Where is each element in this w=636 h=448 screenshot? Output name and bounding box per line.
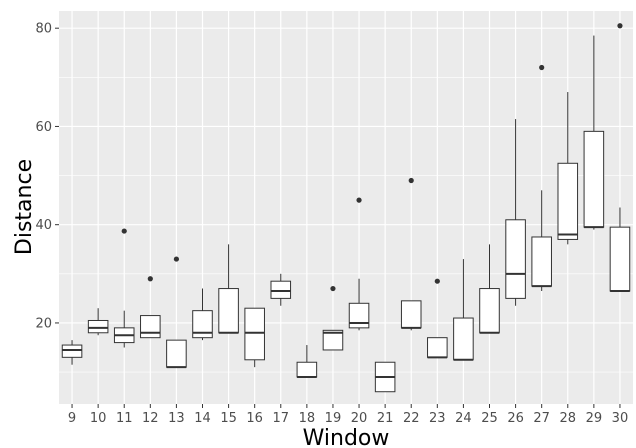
box-23 xyxy=(427,278,448,359)
x-tick-label: 26 xyxy=(507,411,524,426)
box-17 xyxy=(270,273,292,306)
box-iqr xyxy=(557,162,579,240)
box-14 xyxy=(192,288,213,341)
plot-panel xyxy=(59,11,633,404)
box-iqr xyxy=(140,315,161,339)
box-25 xyxy=(479,244,500,334)
y-tick-label: 80 xyxy=(35,22,52,37)
box-27 xyxy=(531,64,552,292)
box-11 xyxy=(113,228,135,348)
x-tick-label: 25 xyxy=(481,411,498,426)
y-tick-label: 40 xyxy=(35,218,52,233)
box-29 xyxy=(583,35,605,230)
x-tick-label: 27 xyxy=(533,411,550,426)
box-iqr xyxy=(87,319,109,334)
outlier-point xyxy=(356,197,362,203)
box-19 xyxy=(322,285,344,351)
x-tick-label: 20 xyxy=(351,411,368,426)
x-tick-label: 10 xyxy=(90,411,107,426)
outlier-point xyxy=(330,285,336,292)
outlier-point xyxy=(147,276,153,282)
outlier-point xyxy=(408,177,414,184)
x-tick-label: 11 xyxy=(116,411,133,426)
box-iqr xyxy=(244,307,265,361)
y-tick-label: 20 xyxy=(35,316,52,331)
box-26 xyxy=(505,119,526,306)
x-tick-label: 30 xyxy=(612,411,629,426)
x-tick-label: 22 xyxy=(403,411,420,426)
box-16 xyxy=(244,307,265,368)
x-tick-label: 13 xyxy=(168,411,185,426)
outlier-point xyxy=(617,23,623,29)
outlier-point xyxy=(539,64,545,71)
box-iqr xyxy=(479,288,500,334)
box-21 xyxy=(374,361,396,393)
x-tick-label: 15 xyxy=(220,411,237,426)
box-18 xyxy=(296,345,318,378)
box-iqr xyxy=(192,310,213,339)
box-9 xyxy=(61,340,83,365)
x-tick-label: 21 xyxy=(377,411,394,426)
box-iqr xyxy=(427,337,448,358)
x-tick-label: 29 xyxy=(586,411,603,426)
x-tick-label: 14 xyxy=(194,411,211,426)
x-tick-label: 17 xyxy=(272,411,289,426)
box-24 xyxy=(453,259,474,361)
box-iqr xyxy=(583,130,605,228)
box-iqr xyxy=(270,280,292,299)
outlier-point xyxy=(173,256,180,262)
x-axis-ticks: 9 10 11 12 13 14 15 16 17 18 19 20 21 22 23 24 25 26 27 28 2… xyxy=(68,404,628,426)
y-axis-title: Distance xyxy=(12,159,37,255)
box-22 xyxy=(400,177,422,331)
box-iqr xyxy=(348,302,370,329)
box-iqr xyxy=(166,339,187,368)
box-iqr xyxy=(296,361,318,378)
box-20 xyxy=(348,197,370,331)
x-tick-label: 18 xyxy=(299,411,316,426)
boxes-layer xyxy=(61,23,631,393)
box-12 xyxy=(140,276,161,339)
box-iqr xyxy=(61,344,83,358)
box-iqr xyxy=(322,329,344,351)
box-iqr xyxy=(400,300,422,329)
x-axis-title: Window xyxy=(303,426,390,448)
x-tick-label: 23 xyxy=(429,411,446,426)
box-iqr xyxy=(218,288,239,334)
x-tick-label: 12 xyxy=(142,411,159,426)
x-tick-label: 16 xyxy=(246,411,263,426)
box-iqr xyxy=(505,219,526,299)
box-iqr xyxy=(453,317,474,361)
box-30 xyxy=(609,23,631,293)
y-tick-label: 60 xyxy=(35,120,52,135)
box-28 xyxy=(557,92,579,245)
box-iqr xyxy=(531,236,552,287)
x-tick-label: 19 xyxy=(325,411,342,426)
outlier-point xyxy=(121,228,127,234)
x-tick-label: 24 xyxy=(455,411,472,426)
x-tick-label: 9 xyxy=(68,411,76,426)
box-15 xyxy=(218,244,239,334)
y-axis-ticks: 20 40 60 80 xyxy=(35,22,59,331)
box-10 xyxy=(87,308,109,336)
x-tick-label: 28 xyxy=(559,411,576,426)
box-13 xyxy=(166,256,187,369)
outlier-point xyxy=(434,278,440,284)
box-iqr xyxy=(609,226,631,292)
